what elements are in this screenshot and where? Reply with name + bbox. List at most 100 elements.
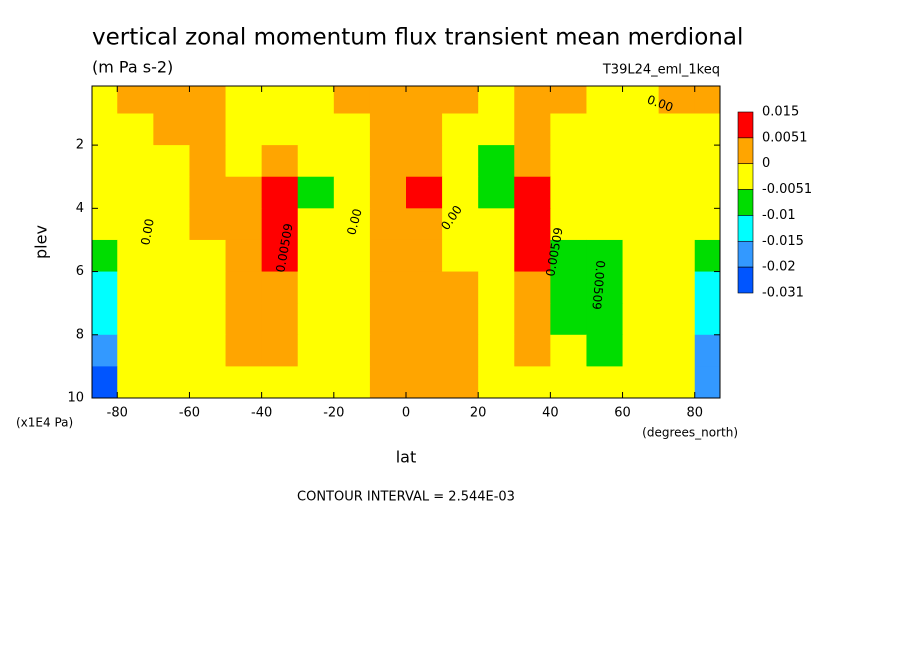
colorbar-box: [737, 137, 754, 165]
field-cell: [297, 208, 335, 241]
field-cell: [658, 176, 696, 209]
field-cell: [478, 145, 515, 178]
field-cell: [658, 145, 696, 178]
field-cell: [225, 303, 263, 336]
field-cell: [622, 86, 660, 115]
field-cell: [333, 303, 371, 336]
field-cell: [478, 334, 515, 367]
field-cell: [92, 86, 118, 115]
field-cell: [369, 145, 407, 178]
field-cell: [369, 113, 407, 146]
field-cell: [442, 208, 479, 241]
field-cell: [478, 86, 515, 115]
colorbar-label: -0.0051: [762, 182, 812, 197]
x-tick-label: 60: [614, 406, 631, 421]
field-cell: [261, 334, 299, 367]
field-cell: [297, 145, 335, 178]
field-cell: [189, 271, 227, 304]
field-cell: [189, 303, 227, 336]
colorbar-box: [737, 266, 754, 294]
field-cell: [369, 208, 407, 241]
field-cell: [622, 176, 660, 209]
field-cell: [586, 86, 624, 115]
field-cell: [189, 176, 227, 209]
field-cell: [117, 334, 154, 367]
field-cell: [550, 86, 587, 115]
field-cell: [694, 113, 720, 146]
field-cell: [297, 303, 335, 336]
field-cell: [442, 145, 479, 178]
field-cell: [189, 113, 227, 146]
field-cell: [406, 176, 443, 209]
colorbar-label: -0.031: [762, 286, 804, 301]
field-cell: [550, 208, 587, 241]
field-cell: [658, 366, 696, 398]
field-cell: [333, 86, 371, 115]
field-cell: [225, 239, 263, 273]
field-cell: [586, 145, 624, 178]
field-cell: [153, 303, 190, 336]
contour-label: 0.00509: [589, 260, 607, 311]
y-tick-label: 2: [76, 138, 84, 153]
field-cell: [369, 239, 407, 273]
field-cell: [369, 303, 407, 336]
field-cell: [550, 176, 587, 209]
field-cell: [478, 113, 515, 146]
field-cell: [406, 208, 443, 241]
field-cell: [658, 239, 696, 273]
field-cell: [297, 239, 335, 273]
field-cell: [406, 334, 443, 367]
field-cell: [586, 113, 624, 146]
field-cell: [297, 366, 335, 398]
field-cell: [406, 113, 443, 146]
field-cell: [261, 239, 299, 273]
x-tick-label: 0: [402, 406, 410, 421]
field-cell: [622, 334, 660, 367]
field-cell: [694, 176, 720, 209]
field-cell: [153, 271, 190, 304]
field-cell: [92, 208, 118, 241]
contour-label: 0.00: [344, 207, 364, 236]
x-axis-label: lat: [396, 448, 417, 467]
field-cell: [442, 86, 479, 115]
x-tick-label: 40: [542, 406, 559, 421]
field-cell: [658, 334, 696, 367]
field-cell: [658, 303, 696, 336]
field-cell: [333, 239, 371, 273]
field-cell: [92, 271, 118, 304]
colorbar-box: [737, 163, 754, 190]
field-cell: [586, 303, 624, 336]
field-cell: [92, 113, 118, 146]
field-cell: [369, 366, 407, 398]
field-cell: [514, 271, 551, 304]
field-cell: [514, 303, 551, 336]
field-cell: [297, 86, 335, 115]
field-cell: [92, 145, 118, 178]
field-cell: [622, 239, 660, 273]
field-cell: [117, 86, 154, 115]
field-cell: [478, 239, 515, 273]
field-cell: [297, 334, 335, 367]
field-cell: [225, 208, 263, 241]
field-cell: [514, 366, 551, 398]
field-cell: [333, 366, 371, 398]
field-cell: [261, 303, 299, 336]
field-cell: [514, 113, 551, 146]
field-cell: [333, 113, 371, 146]
field-cell: [117, 208, 154, 241]
field-cell: [442, 334, 479, 367]
field-cell: [478, 176, 515, 209]
x-tick-label: -80: [107, 406, 128, 421]
field-cell: [514, 86, 551, 115]
field-cell: [369, 176, 407, 209]
field-cell: [658, 208, 696, 241]
field-cell: [694, 208, 720, 241]
field-cell: [586, 176, 624, 209]
field-cell: [117, 271, 154, 304]
field-cell: [117, 145, 154, 178]
field-cell: [369, 334, 407, 367]
field-cell: [622, 303, 660, 336]
footer-note: CONTOUR INTERVAL = 2.544E-03: [297, 490, 515, 505]
field-cell: [550, 366, 587, 398]
